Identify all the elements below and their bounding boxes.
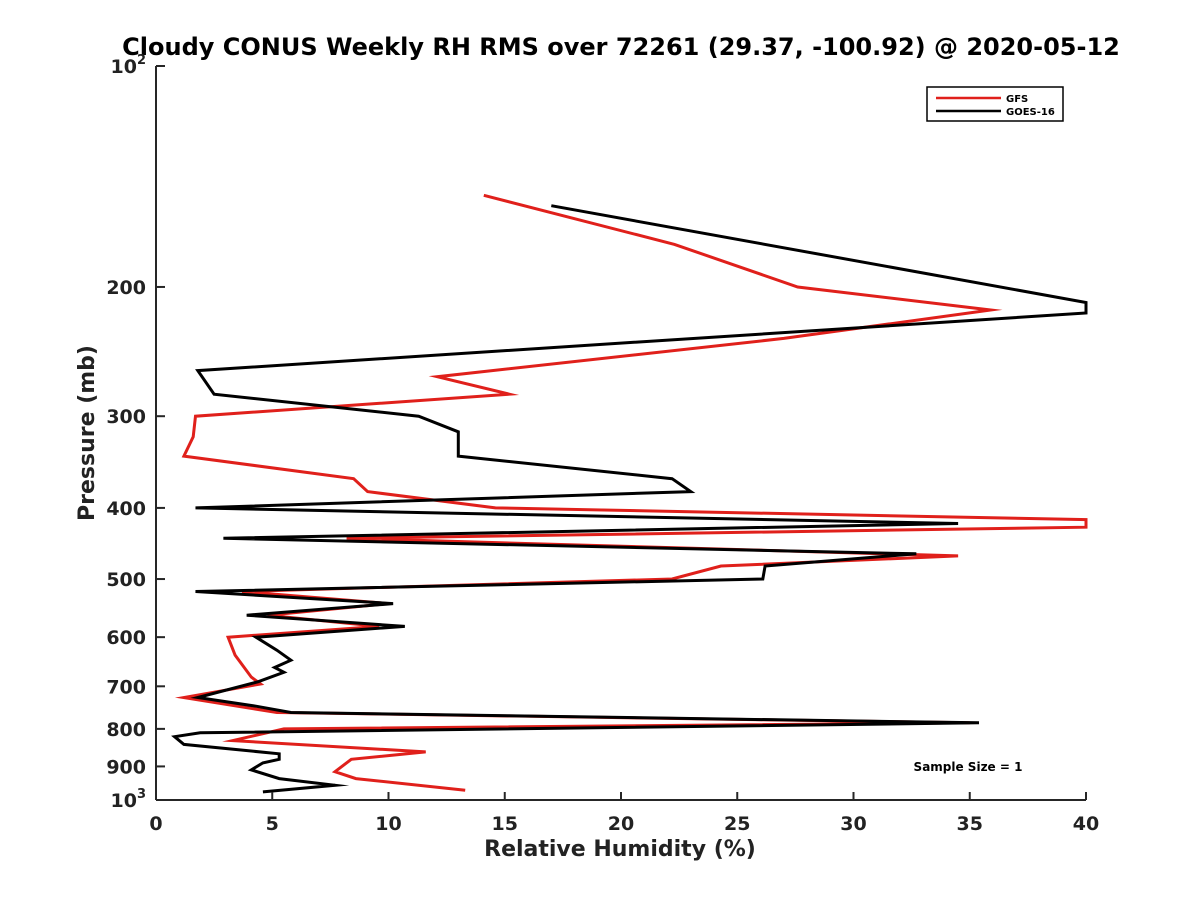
y-tick-label: 900 <box>106 756 146 778</box>
x-tick-label: 0 <box>149 813 162 835</box>
x-tick-label: 15 <box>492 813 518 835</box>
y-tick-label: 600 <box>106 627 146 649</box>
y-tick-label: 700 <box>106 676 146 698</box>
series-line-gfs <box>174 193 1088 792</box>
y-tick-label: 400 <box>106 498 146 520</box>
legend-box <box>926 86 1064 122</box>
x-tick-label: 40 <box>1073 813 1099 835</box>
y-tick-label: 500 <box>106 569 146 591</box>
y-axis-label: Pressure (mb) <box>75 345 100 521</box>
chart-title: Cloudy CONUS Weekly RH RMS over 72261 (2… <box>122 33 1120 61</box>
legend: GFS GOES-16 <box>926 86 1064 122</box>
y-tick-label: 103 <box>111 787 147 812</box>
y-tick-label: 800 <box>106 719 146 741</box>
x-tick-label: 5 <box>266 813 279 835</box>
axes-layer: 0 5 10 15 20 25 30 35 40 102 200 300 400 500 600 700 800… <box>106 53 1099 835</box>
y-tick-label: 200 <box>106 277 146 299</box>
x-tick-label: 30 <box>840 813 866 835</box>
x-tick-label: 35 <box>957 813 983 835</box>
y-tick-label: 300 <box>106 406 146 428</box>
sample-size-annotation: Sample Size = 1 <box>914 760 1023 774</box>
plot-area: 0 5 10 15 20 25 30 35 40 102 200 300 400 500 600 700 800… <box>106 53 1099 835</box>
x-axis-label: Relative Humidity (%) <box>484 837 756 862</box>
x-tick-label: 10 <box>375 813 401 835</box>
x-tick-label: 20 <box>608 813 634 835</box>
y-tick-label: 102 <box>111 53 147 78</box>
series-line-goes-16 <box>171 204 1088 794</box>
x-tick-label: 25 <box>724 813 750 835</box>
series-layer <box>171 193 1088 794</box>
legend-label: GFS <box>1006 94 1028 105</box>
legend-label: GOES-16 <box>1006 107 1055 118</box>
